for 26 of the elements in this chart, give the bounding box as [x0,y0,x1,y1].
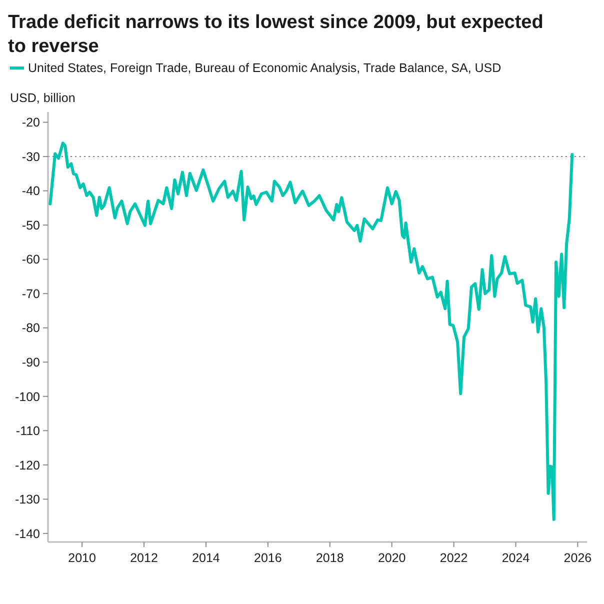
y-tick-label: -140 [14,526,40,541]
x-tick-label: 2012 [130,551,158,565]
y-tick-label: -30 [22,150,40,164]
y-tick-label: -110 [16,424,40,438]
y-tick-label: -60 [22,252,40,267]
x-tick-label: 2022 [440,551,468,565]
y-tick-label: -120 [14,458,40,472]
x-tick-label: 2016 [254,551,282,565]
x-tick-label: 2024 [502,551,530,565]
x-tick-label: 2014 [192,551,220,565]
x-tick-label: 2018 [316,551,344,565]
x-tick-label: 2010 [68,551,96,565]
y-tick-label: -130 [14,492,40,507]
y-tick-label: -100 [14,390,40,404]
y-tick-label: -20 [22,116,40,130]
x-tick-label: 2026 [564,551,592,565]
y-tick-label: -90 [22,355,40,370]
y-tick-label: -80 [22,321,40,336]
legend-label: United States, Foreign Trade, Bureau of Economic Analysis, Trade Balance, SA, USD [28,61,502,75]
x-tick-label: 2020 [378,551,406,565]
y-tick-label: -50 [22,218,40,232]
line-series [48,142,574,521]
chart-title: Trade deficit narrows to its lowest since 2009, but expected to reverse [8,12,544,57]
y-tick-label: -70 [22,286,40,301]
y-tick-label: -40 [22,184,40,198]
y-axis-title: USD, billion [10,91,76,105]
